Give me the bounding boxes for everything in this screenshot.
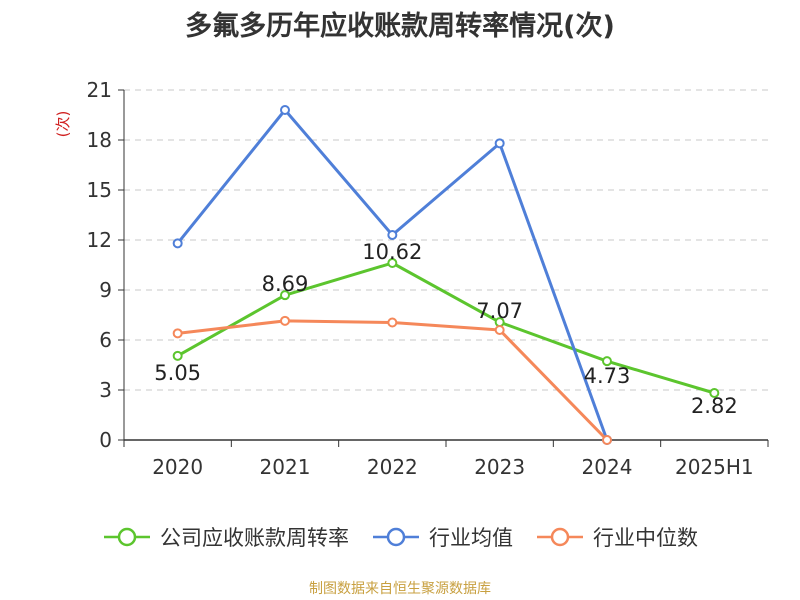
y-tick-label: 0 <box>99 428 112 452</box>
data-point[interactable] <box>602 435 612 445</box>
data-label: 2.82 <box>691 394 738 418</box>
data-label: 4.73 <box>584 364 631 388</box>
data-label-layer: 5.05 8.69 10.62 7.07 4.73 2.82 <box>154 240 737 418</box>
data-label: 8.69 <box>262 272 309 296</box>
legend-item[interactable]: 行业均值 <box>371 522 513 552</box>
series-layer <box>172 105 720 445</box>
x-tick-label: 2025H1 <box>675 455 754 479</box>
x-tick-label: 2024 <box>582 455 633 479</box>
data-point[interactable] <box>709 388 720 398</box>
data-point[interactable] <box>387 230 398 240</box>
legend-label: 行业中位数 <box>593 526 698 550</box>
legend-marker <box>386 527 406 547</box>
source-note: 制图数据来自恒生聚源数据库 <box>309 581 491 597</box>
grid-layer <box>124 89 768 391</box>
legend-line-circle-icon <box>373 527 419 547</box>
data-label: 5.05 <box>154 361 201 385</box>
data-label: 10.62 <box>362 240 422 264</box>
data-point[interactable] <box>387 258 398 268</box>
data-point[interactable] <box>172 350 183 361</box>
data-point[interactable] <box>280 105 290 115</box>
y-tick-label: 18 <box>87 128 112 152</box>
data-point[interactable] <box>280 315 290 326</box>
legend-marker <box>550 527 570 547</box>
x-tick-label: 2023 <box>474 455 525 479</box>
y-tick-label: 3 <box>99 378 112 402</box>
data-point[interactable] <box>602 356 612 367</box>
series-line-0[interactable] <box>176 261 716 395</box>
data-label: 7.07 <box>476 299 523 323</box>
y-tick-label: 21 <box>87 78 112 102</box>
data-point[interactable] <box>494 325 505 335</box>
y-tick-label: 6 <box>99 328 112 352</box>
legend-item[interactable]: 公司应收账款周转率 <box>102 522 349 552</box>
legend-label: 行业均值 <box>429 526 513 550</box>
chart-title: 多氟多历年应收账款周转率情况(次) <box>185 11 615 42</box>
legend-line-circle-icon <box>104 527 150 547</box>
y-tick-label: 12 <box>87 228 112 252</box>
data-point[interactable] <box>172 238 183 249</box>
data-point[interactable] <box>172 328 183 339</box>
data-point[interactable] <box>387 317 398 328</box>
legend: 公司应收账款周转率 行业均值 行业中位数 <box>0 520 800 554</box>
y-axis-label: (次) <box>54 111 72 138</box>
x-tick-label: 2022 <box>367 455 418 479</box>
legend-line-circle-icon <box>537 527 583 547</box>
data-point[interactable] <box>494 138 505 149</box>
y-tick-label: 9 <box>99 278 112 302</box>
legend-item[interactable]: 行业中位数 <box>535 522 698 552</box>
axis-layer: 0 3 6 9 12 15 18 21 2020 2021 2022 2023 2024 2025H1 (次… <box>54 78 769 479</box>
x-tick-label: 2020 <box>152 455 203 479</box>
y-tick-label: 15 <box>87 178 112 202</box>
legend-marker <box>117 527 137 547</box>
data-point[interactable] <box>280 290 290 301</box>
legend-label: 公司应收账款周转率 <box>160 526 349 550</box>
x-tick-label: 2021 <box>260 455 311 479</box>
